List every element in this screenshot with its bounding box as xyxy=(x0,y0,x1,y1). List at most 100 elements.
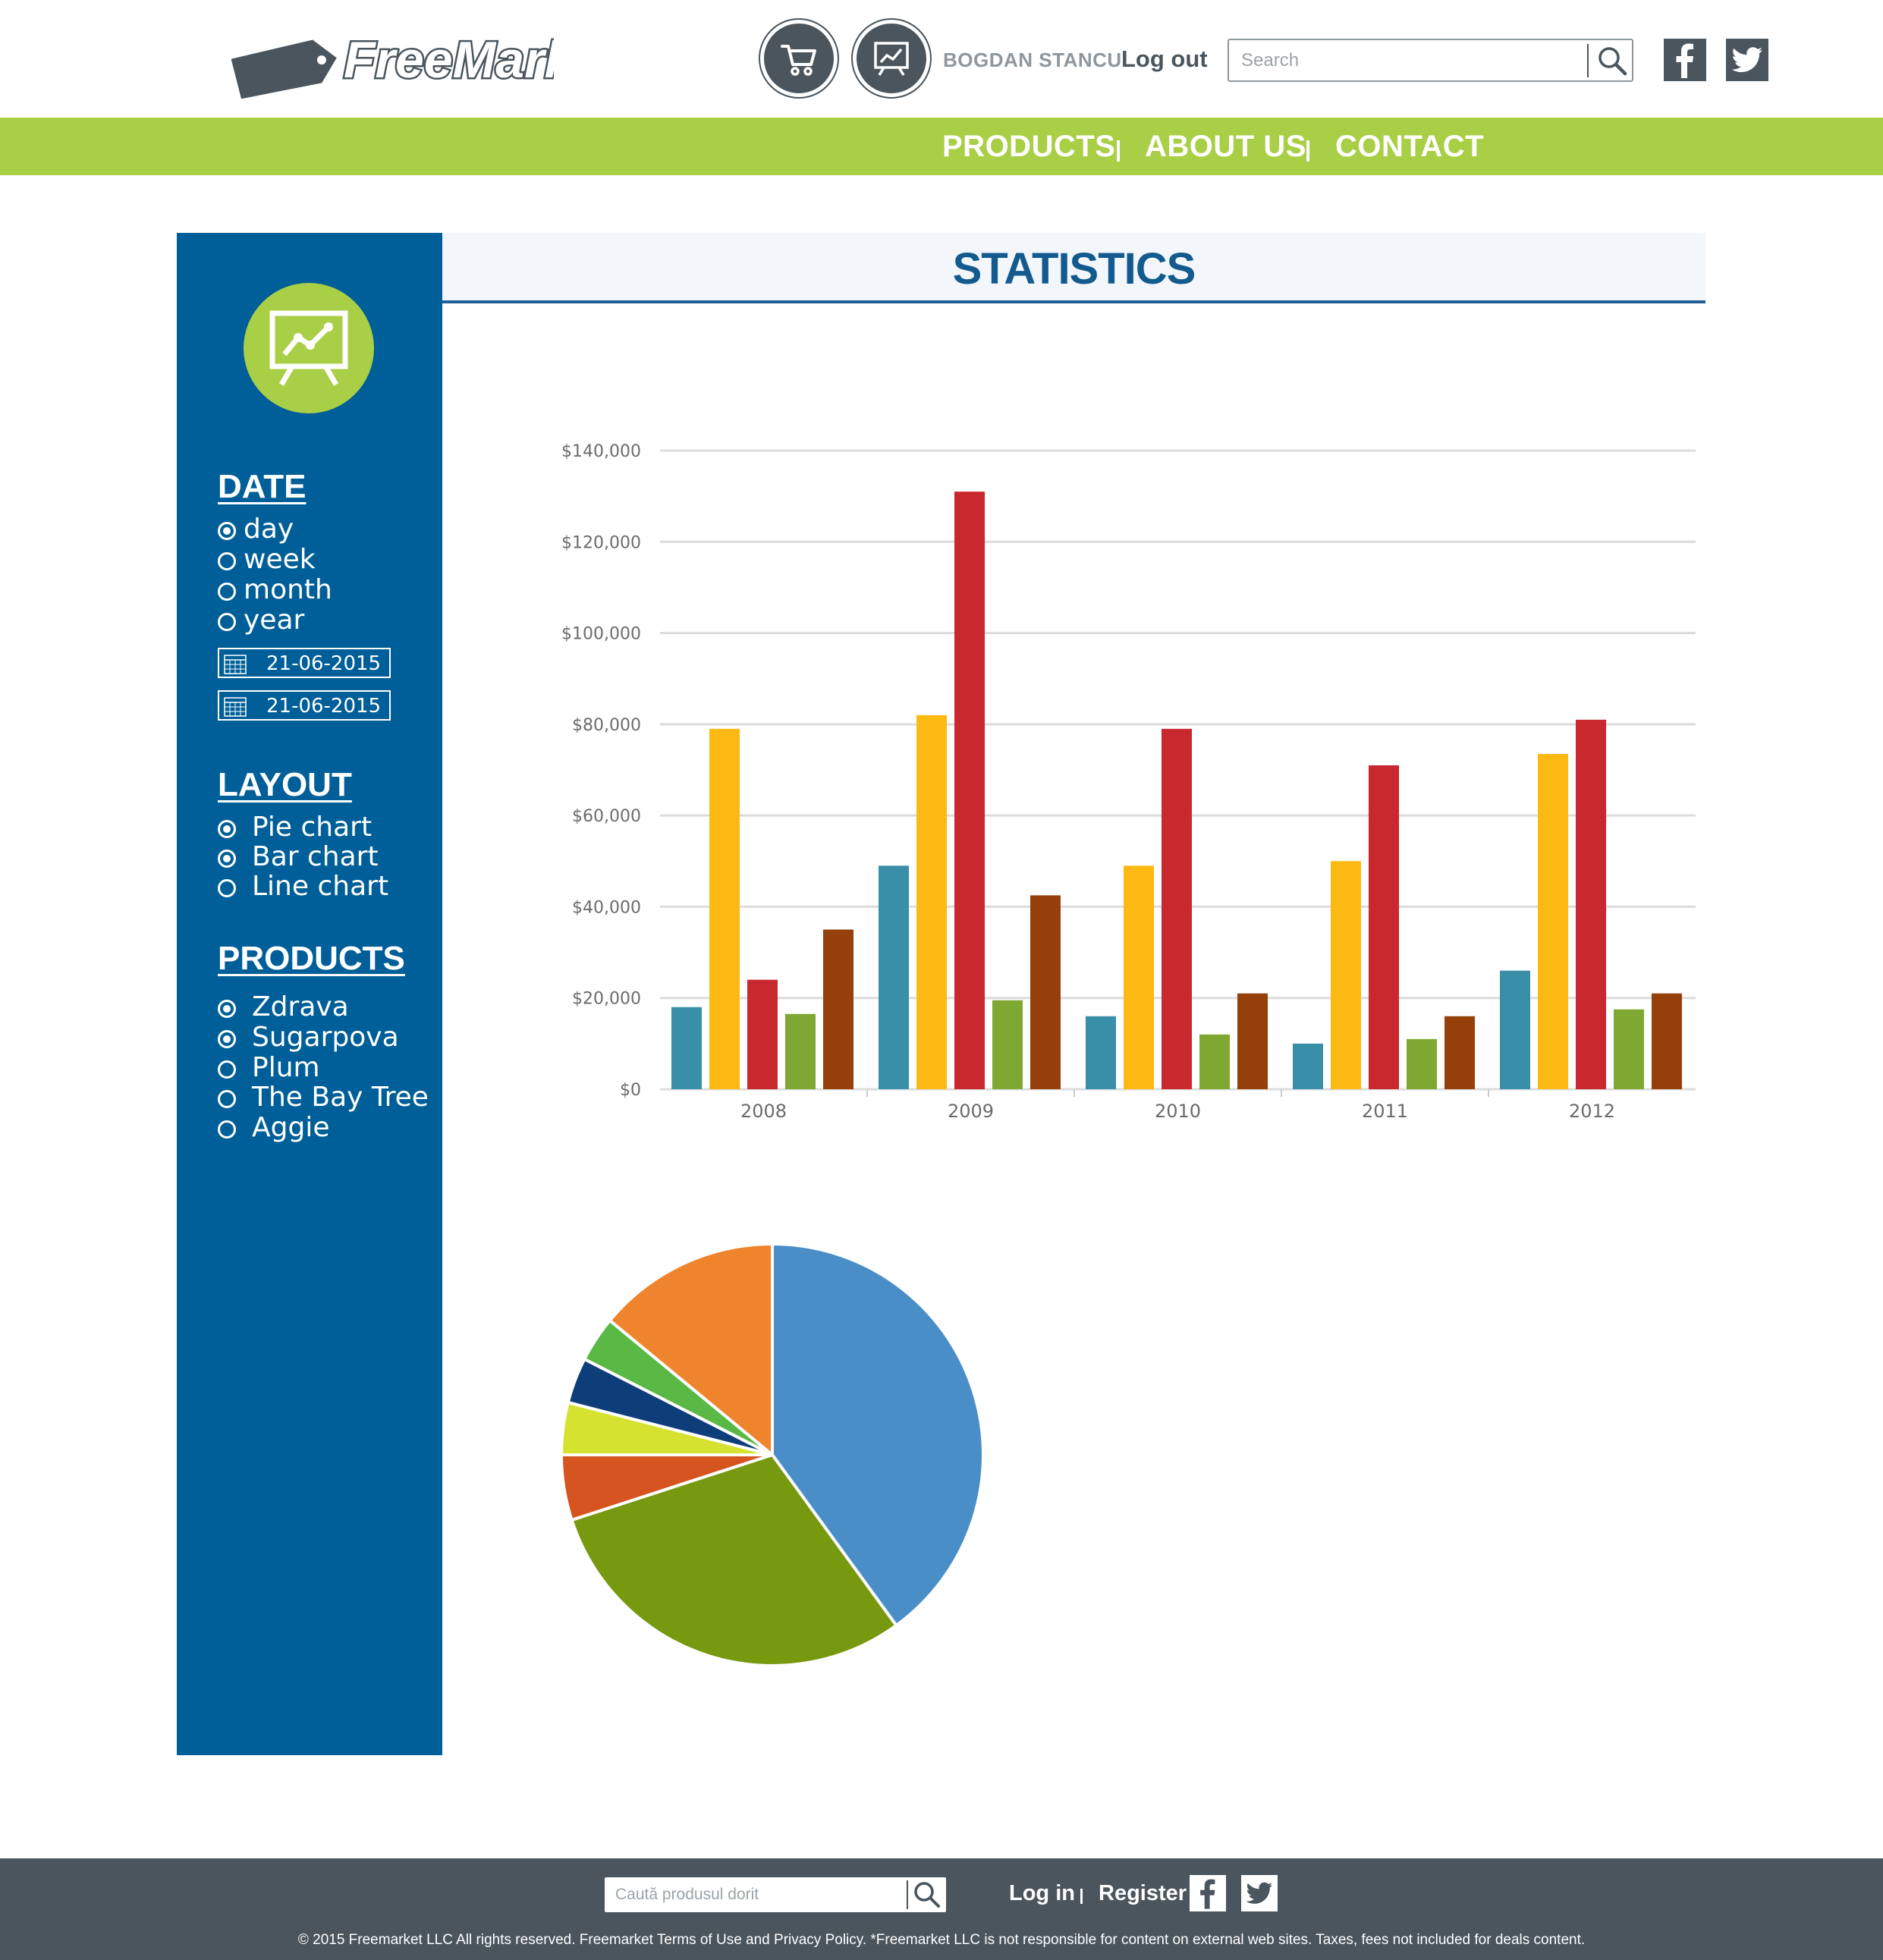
shopping-cart-icon xyxy=(781,45,816,76)
calendar-icon xyxy=(224,655,247,674)
option-label: Plum xyxy=(252,1052,320,1083)
bar xyxy=(954,492,985,1089)
calendar-icon xyxy=(224,697,247,717)
bar xyxy=(709,728,740,1089)
date-heading: DATE xyxy=(218,468,306,505)
search-divider xyxy=(1587,44,1589,77)
bar xyxy=(1369,765,1399,1089)
y-tick-label: $0 xyxy=(620,1081,641,1100)
radio-button[interactable] xyxy=(218,522,236,540)
option-label: Line chart xyxy=(252,871,389,902)
radio-button[interactable] xyxy=(218,1120,236,1139)
login-link[interactable]: Log in xyxy=(1009,1881,1075,1905)
layout-heading: LAYOUT xyxy=(218,766,352,803)
bar xyxy=(1086,1016,1116,1089)
nav-separator xyxy=(1306,140,1309,162)
search-divider xyxy=(907,1880,908,1909)
pie-chart xyxy=(559,1242,985,1667)
site-logo[interactable]: FreeMarket xyxy=(231,23,623,99)
facebook-icon xyxy=(1676,43,1693,78)
radio-button[interactable] xyxy=(218,820,236,838)
y-tick-label: $60,000 xyxy=(572,807,641,826)
radio-button[interactable] xyxy=(218,552,236,570)
user-name: BOGDAN STANCU xyxy=(943,49,1122,71)
search-icon xyxy=(914,1882,940,1908)
bar xyxy=(1444,1016,1475,1089)
radio-button[interactable] xyxy=(218,613,236,631)
bar xyxy=(1500,970,1530,1089)
radio-button[interactable] xyxy=(218,1060,236,1079)
footer-facebook-link[interactable] xyxy=(1190,1875,1226,1911)
option-label: Zdrava xyxy=(252,991,349,1022)
x-tick-label: 2011 xyxy=(1362,1101,1408,1122)
products-heading: PRODUCTS xyxy=(218,940,405,977)
bar xyxy=(1199,1034,1230,1089)
bar xyxy=(1576,719,1606,1089)
y-tick-label: $80,000 xyxy=(572,716,641,735)
radio-button[interactable] xyxy=(218,879,236,897)
twitter-icon xyxy=(1731,47,1762,73)
pie-slice xyxy=(570,1453,899,1667)
bar xyxy=(879,865,909,1089)
radio-button[interactable] xyxy=(218,1030,236,1048)
svg-text:FreeMarket: FreeMarket xyxy=(344,31,554,89)
register-link[interactable]: Register xyxy=(1099,1881,1187,1905)
statistics-button[interactable] xyxy=(853,20,930,97)
pie-slice xyxy=(771,1242,985,1628)
y-tick-label: $140,000 xyxy=(561,442,641,461)
bar xyxy=(916,715,947,1089)
facebook-link[interactable] xyxy=(1664,39,1706,81)
bar-chart: $0 $20,000 $40,000 $60,000 $80,000 $100,000 $1… xyxy=(561,442,1696,1122)
search-button[interactable] xyxy=(1595,43,1630,78)
logout-link[interactable]: Log out xyxy=(1121,46,1208,72)
presentation-chart-icon xyxy=(269,310,348,386)
bar xyxy=(1293,1043,1323,1089)
footer-twitter-link[interactable] xyxy=(1241,1875,1278,1911)
bar xyxy=(823,929,853,1089)
date-to-value: 21-06-2015 xyxy=(266,695,382,718)
footer-separator xyxy=(1080,1889,1083,1904)
x-tick-label: 2008 xyxy=(740,1101,787,1122)
y-tick-label: $40,000 xyxy=(572,898,641,917)
footer-search-button[interactable] xyxy=(911,1879,943,1911)
y-tick-label: $100,000 xyxy=(561,625,641,644)
cart-button[interactable] xyxy=(760,20,838,97)
footer-search xyxy=(605,1877,946,1912)
twitter-icon xyxy=(1246,1882,1273,1904)
nav-contact[interactable]: CONTACT xyxy=(1335,130,1485,163)
nav-about-us[interactable]: ABOUT US xyxy=(1145,130,1306,163)
statistics-badge xyxy=(244,283,374,413)
option-label: Bar chart xyxy=(252,841,379,872)
x-tick-label: 2012 xyxy=(1569,1101,1615,1122)
bar xyxy=(785,1013,816,1089)
radio-button[interactable] xyxy=(218,583,236,601)
x-tick-label: 2010 xyxy=(1155,1101,1201,1122)
bar xyxy=(1652,993,1682,1089)
bar xyxy=(1614,1009,1644,1089)
y-tick-label: $120,000 xyxy=(561,533,641,552)
bar xyxy=(747,979,778,1089)
radio-button[interactable] xyxy=(218,1090,236,1108)
footer: Log in Register © 2015 Freemarket LLC Al… xyxy=(0,1858,1883,1960)
search-icon xyxy=(1599,47,1627,76)
bar xyxy=(1030,895,1061,1089)
nav-products[interactable]: PRODUCTS xyxy=(942,130,1116,163)
date-from-value: 21-06-2015 xyxy=(266,652,382,675)
y-tick-label: $20,000 xyxy=(572,990,641,1009)
twitter-link[interactable] xyxy=(1726,39,1768,81)
date-from-field[interactable]: 21-06-2015 xyxy=(218,648,391,678)
radio-button[interactable] xyxy=(218,1000,236,1018)
statistics-chart-icon xyxy=(874,42,909,76)
pie-slice xyxy=(607,1242,774,1459)
date-to-field[interactable]: 21-06-2015 xyxy=(218,690,391,721)
radio-button[interactable] xyxy=(218,850,236,868)
search-input[interactable] xyxy=(1241,47,1575,74)
statistics-header: STATISTICS xyxy=(442,233,1705,303)
page-title: STATISTICS xyxy=(952,244,1196,294)
main-nav: PRODUCTS ABOUT US CONTACT xyxy=(0,118,1883,175)
option-label: The Bay Tree xyxy=(252,1082,429,1113)
bar xyxy=(1538,753,1568,1089)
footer-search-input[interactable] xyxy=(615,1883,896,1906)
bar xyxy=(1237,993,1268,1089)
option-label: Pie chart xyxy=(252,812,373,843)
